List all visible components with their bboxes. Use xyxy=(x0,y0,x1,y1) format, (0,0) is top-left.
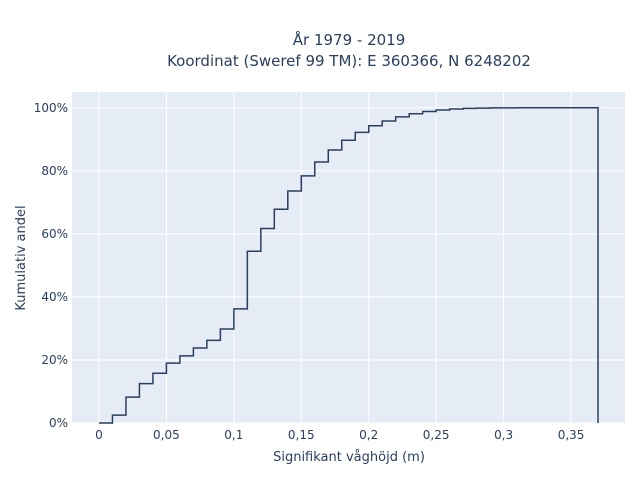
y-axis-label: Kumulativ andel xyxy=(14,205,29,310)
x-tick-label: 0,3 xyxy=(494,428,513,442)
cdf-step-line xyxy=(98,107,599,424)
y-tick-labels: 0% 20% 40% 60% 80% 100% xyxy=(34,101,68,430)
series-layer xyxy=(98,107,599,424)
y-tick-label: 0% xyxy=(49,416,68,430)
y-tick-label: 40% xyxy=(41,290,68,304)
x-tick-label: 0,1 xyxy=(224,428,243,442)
chart-title-line2: Koordinat (Sweref 99 TM): E 360366, N 62… xyxy=(167,52,531,70)
chart-title-line1: År 1979 - 2019 xyxy=(293,30,406,49)
y-tick-label: 60% xyxy=(41,227,68,241)
y-gridlines xyxy=(72,107,625,424)
x-tick-label: 0,05 xyxy=(153,428,180,442)
x-tick-label: 0,15 xyxy=(288,428,315,442)
x-gridlines xyxy=(98,92,572,423)
x-tick-label: 0,35 xyxy=(558,428,585,442)
x-tick-labels: 0 0,05 0,1 0,15 0,2 0,25 0,3 0,35 xyxy=(95,428,584,442)
y-tick-label: 80% xyxy=(41,164,68,178)
x-tick-label: 0,2 xyxy=(359,428,378,442)
y-tick-label: 20% xyxy=(41,353,68,367)
plot-area xyxy=(72,92,625,423)
x-axis-label: Signifikant våghöjd (m) xyxy=(273,450,425,465)
x-tick-label: 0 xyxy=(95,428,103,442)
y-tick-label: 100% xyxy=(34,101,68,115)
x-tick-label: 0,25 xyxy=(423,428,450,442)
